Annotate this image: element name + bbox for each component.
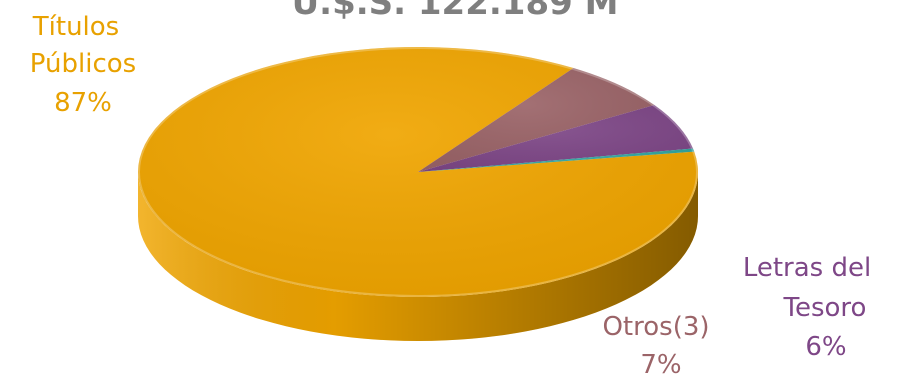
slice-side-shade-0 <box>138 172 698 341</box>
chart-title: U.$.S. 122.189 M <box>292 0 619 23</box>
pie-slice-shade-3 <box>418 148 695 172</box>
pie-rim-highlight <box>138 47 698 297</box>
pie-slice-shade-0 <box>138 47 699 298</box>
pie-slice-shade-2 <box>418 105 693 172</box>
pie-depth <box>138 172 698 341</box>
label-letras-percent: 6% <box>805 332 846 362</box>
slice-label-letras: Letras del Tesoro 6% <box>743 253 871 362</box>
label-otros-line1: Otros(3) <box>602 312 709 342</box>
slice-label-otros: Otros(3) 7% <box>602 312 709 380</box>
slice-label-titulos: Títulos Públicos 87% <box>30 12 136 118</box>
label-titulos-percent: 87% <box>54 88 112 118</box>
label-titulos-line2: Públicos <box>30 49 136 79</box>
label-letras-line1: Letras del <box>743 253 871 283</box>
label-letras-line2: Tesoro <box>783 293 867 323</box>
label-otros-percent: 7% <box>640 350 681 380</box>
pie-slice-shade-1 <box>418 68 655 172</box>
label-titulos-line1: Títulos <box>32 12 119 42</box>
pie-top <box>138 47 699 298</box>
